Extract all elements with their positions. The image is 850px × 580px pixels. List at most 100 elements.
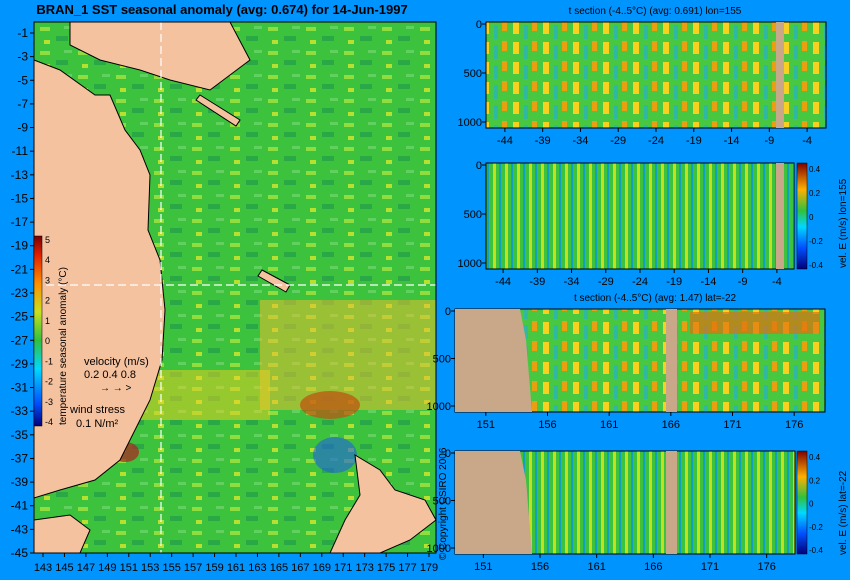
panel2-plot <box>485 162 795 270</box>
map-x-tick-label: 167 <box>291 562 309 574</box>
sst-colorbar-tick-label: 5 <box>45 235 50 245</box>
panel3-axes: 151 156 161 166 171 176 0 500 1000 <box>427 306 804 431</box>
map-x-tick-label: 159 <box>205 562 223 574</box>
p2-x-tick-label: -44 <box>495 276 511 288</box>
land-australia <box>33 59 166 499</box>
p2-colorbar-tick-label: 0.4 <box>809 165 821 174</box>
p4-x-tick-label: 161 <box>587 561 605 573</box>
panel4-land-mid <box>666 451 677 554</box>
p2-x-tick-label: -24 <box>632 276 648 288</box>
copyright-text: © Copyright CSIRO 2006 <box>438 447 449 560</box>
map-x-tick-label: 171 <box>334 562 352 574</box>
panel3-warm-band <box>690 312 820 334</box>
p4-colorbar-tick-label: -0.4 <box>809 546 823 555</box>
sst-colorbar-label: temperature seasonal anomaly (°C) <box>58 267 69 425</box>
map-x-tick-label: 149 <box>98 562 116 574</box>
p1-x-tick-label: -34 <box>572 135 588 147</box>
sst-colorbar-tick-label: 0 <box>45 336 50 346</box>
p2-x-tick-label: -9 <box>738 276 748 288</box>
p2-x-tick-label: -34 <box>564 276 580 288</box>
map-x-tick-label: 157 <box>184 562 202 574</box>
map-y-tick-label: -43 <box>11 522 29 536</box>
p2-x-tick-label: -39 <box>529 276 545 288</box>
p2-colorbar-tick-label: -0.2 <box>809 237 823 246</box>
p1-x-tick-label: -4 <box>802 135 812 147</box>
map-x-axis: 143 145 147 149 151 153 155 157 159 161 163 165 167 1… <box>34 553 438 574</box>
p4-colorbar-tick-label: 0.2 <box>809 476 821 485</box>
p2-y-tick-label: 1000 <box>458 258 482 270</box>
map-x-tick-label: 165 <box>270 562 288 574</box>
panel1-land <box>776 22 784 128</box>
map-y-tick-label: -21 <box>11 262 29 276</box>
sst-colorbar-tick-label: -2 <box>45 377 53 387</box>
panel1-plot <box>485 21 827 129</box>
p1-y-tick-label: 1000 <box>458 117 482 129</box>
map-x-tick-label: 175 <box>377 562 395 574</box>
p4-x-tick-label: 166 <box>644 561 662 573</box>
velocity-legend-scale: 0.2 0.4 0.8 <box>84 369 136 381</box>
p3-x-tick-label: 156 <box>538 419 556 431</box>
map-x-tick-label: 161 <box>227 562 245 574</box>
map-y-tick-label: -3 <box>17 50 28 64</box>
p4-y-tick-label: 0 <box>445 448 451 460</box>
p1-x-tick-label: -19 <box>686 135 702 147</box>
p4-y-tick-label: 500 <box>433 496 451 508</box>
map-y-tick-label: -45 <box>11 546 29 560</box>
p1-x-tick-label: -9 <box>764 135 774 147</box>
p2-colorbar-tick-label: 0.2 <box>809 189 821 198</box>
panel2-colorbar <box>796 162 808 270</box>
p2-colorbar-tick-label: 0 <box>809 213 814 222</box>
map-y-tick-label: -41 <box>11 499 29 513</box>
sst-colorbar-ticks: 5 4 3 2 1 0 -1 -2 -3 -4 <box>45 235 53 427</box>
p2-x-tick-label: -4 <box>772 276 782 288</box>
land-new-caledonia <box>257 269 291 293</box>
p1-x-tick-label: -44 <box>497 135 513 147</box>
velocity-legend-arrows: → → > <box>100 383 132 394</box>
p4-x-tick-label: 171 <box>701 561 719 573</box>
panel3-land-left <box>455 309 532 412</box>
map-x-tick-label: 155 <box>162 562 180 574</box>
map-y-tick-label: -17 <box>11 215 29 229</box>
panel4-land-left <box>455 451 532 554</box>
sst-colorbar-bar <box>33 235 43 427</box>
p2-x-tick-label: -19 <box>666 276 682 288</box>
map-y-tick-label: -11 <box>12 144 29 158</box>
main-title: BRAN_1 SST seasonal anomaly (avg: 0.674)… <box>36 2 407 17</box>
wind-legend: wind stress 0.1 N/m² <box>69 404 126 430</box>
map-x-tick-label: 147 <box>77 562 95 574</box>
map-y-tick-label: -39 <box>11 475 29 489</box>
sst-colorbar-tick-label: 1 <box>45 316 50 326</box>
sst-colorbar-tick-label: 4 <box>45 255 50 265</box>
map-y-tick-label: -25 <box>11 310 29 324</box>
p4-x-tick-label: 151 <box>474 561 492 573</box>
map-y-tick-label: -15 <box>11 191 29 205</box>
map-y-tick-label: -33 <box>11 404 29 418</box>
velocity-legend: velocity (m/s) 0.2 0.4 0.8 → → > <box>84 356 149 394</box>
map-eddy-warm <box>300 391 360 419</box>
map-y-axis: -1 -3 -5 -7 -9 -11 -13 -15 -17 -19 -21 -23 -25 -27 -29… <box>11 26 34 560</box>
map-x-tick-label: 151 <box>120 562 138 574</box>
panel1-title: t section (-4..5°C) (avg: 0.691) lon=155 <box>569 6 742 17</box>
land-new-zealand <box>329 454 437 554</box>
velocity-legend-label: velocity (m/s) <box>84 356 149 368</box>
wind-legend-label: wind stress <box>69 404 126 416</box>
p1-x-tick-label: -39 <box>535 135 551 147</box>
map-y-tick-label: -31 <box>11 381 29 395</box>
land-new-guinea <box>69 21 251 91</box>
map-x-tick-label: 143 <box>34 562 52 574</box>
p1-x-tick-label: -29 <box>610 135 626 147</box>
land-solomons <box>195 94 241 127</box>
map-x-tick-label: 153 <box>141 562 159 574</box>
p2-y-tick-label: 0 <box>476 160 482 172</box>
p1-x-tick-label: -14 <box>724 135 740 147</box>
map-x-tick-label: 173 <box>355 562 373 574</box>
p3-x-tick-label: 171 <box>723 419 741 431</box>
p2-x-tick-label: -14 <box>700 276 716 288</box>
map-warm-region-2 <box>140 370 270 420</box>
p1-y-tick-label: 500 <box>464 68 482 80</box>
panel3-land-mid <box>666 309 677 412</box>
p4-colorbar-tick-label: 0.4 <box>809 453 821 462</box>
sst-colorbar-tick-label: -1 <box>45 356 53 366</box>
sst-anomaly-map <box>33 21 437 554</box>
